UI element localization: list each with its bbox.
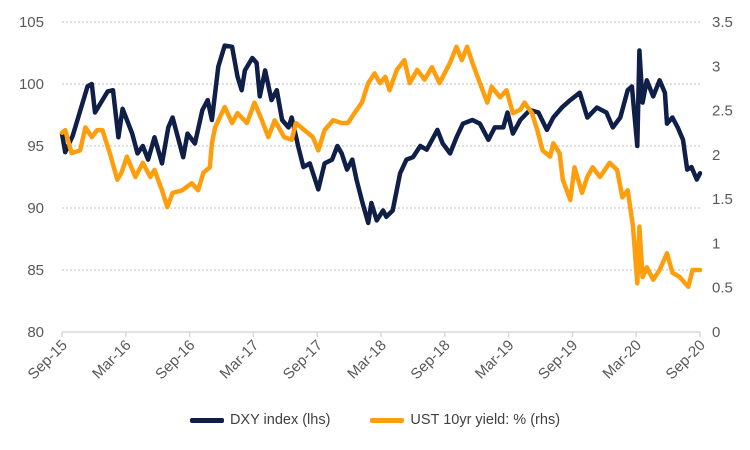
y-right-tick-label: 3.5 bbox=[712, 14, 733, 31]
y-right-tick-label: 0.5 bbox=[712, 280, 733, 297]
legend-item-ust: UST 10yr yield: % (rhs) bbox=[370, 412, 560, 428]
y-right-tick-label: 2 bbox=[712, 147, 720, 164]
y-left-tick-label: 90 bbox=[27, 200, 44, 217]
y-right-tick-label: 1 bbox=[712, 235, 720, 252]
y-left-tick-label: 80 bbox=[27, 324, 44, 341]
series-lines bbox=[59, 43, 703, 290]
y-right-tick-label: 1.5 bbox=[712, 191, 733, 208]
x-tick-label: Sep-20 bbox=[663, 337, 709, 383]
legend-swatch-ust bbox=[370, 417, 405, 423]
y-right-tick-label: 0 bbox=[712, 324, 720, 341]
y-right-tick-label: 3 bbox=[712, 58, 720, 75]
x-tick-label: Mar-17 bbox=[217, 337, 263, 383]
x-tick-label: Sep-19 bbox=[535, 337, 581, 383]
legend-swatch-dxy bbox=[189, 417, 224, 423]
tick-labels: 80 85 90 95 100 105 0 0.5 1 1.5 2 2.5 3 3.5 Sep-15 Mar-… bbox=[19, 14, 733, 383]
axes bbox=[61, 331, 701, 337]
legend: DXY index (lhs) UST 10yr yield: % (rhs) bbox=[0, 412, 750, 428]
y-left-tick-label: 85 bbox=[27, 262, 44, 279]
x-tick-label: Mar-19 bbox=[472, 337, 518, 383]
y-right-tick-label: 2.5 bbox=[712, 103, 733, 120]
x-tick-label: Sep-15 bbox=[25, 337, 71, 383]
y-left-tick-label: 105 bbox=[19, 14, 44, 31]
x-tick-label: Sep-17 bbox=[280, 337, 326, 383]
x-tick-label: Mar-18 bbox=[344, 337, 390, 383]
x-tick-label: Sep-16 bbox=[152, 337, 198, 383]
y-left-tick-label: 100 bbox=[19, 76, 44, 93]
legend-label-ust: UST 10yr yield: % (rhs) bbox=[410, 412, 561, 428]
legend-label-dxy: DXY index (lhs) bbox=[229, 412, 331, 428]
x-tick-label: Sep-18 bbox=[407, 337, 453, 383]
dxy-line bbox=[59, 43, 703, 226]
legend-item-dxy: DXY index (lhs) bbox=[189, 412, 331, 428]
x-tick-label: Mar-20 bbox=[599, 337, 645, 383]
x-tick-label: Mar-16 bbox=[89, 337, 135, 383]
y-left-tick-label: 95 bbox=[27, 138, 44, 155]
ust-yield-line bbox=[59, 44, 703, 290]
